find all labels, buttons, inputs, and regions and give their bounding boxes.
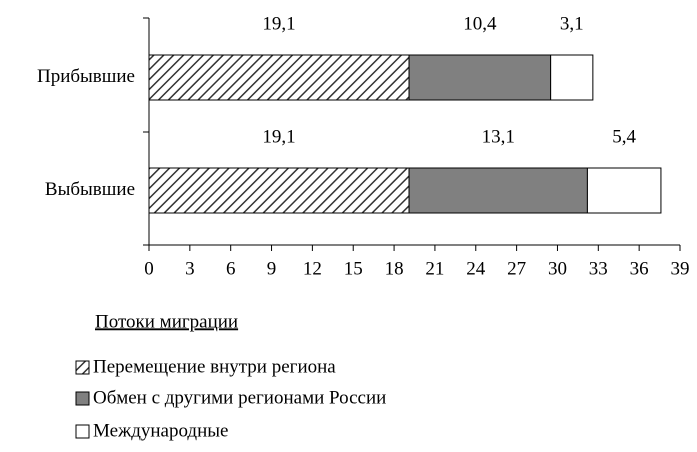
bar-segment [148, 54, 410, 101]
legend-title: Потоки миграции [95, 311, 238, 332]
value-label: 19,1 [262, 126, 295, 147]
value-label: 3,1 [560, 13, 584, 34]
x-tick-label: 21 [425, 258, 444, 279]
bar-segment [408, 54, 552, 101]
legend-label: Обмен с другими регионами России [93, 387, 386, 408]
x-tick-label: 27 [507, 258, 526, 279]
x-tick-label: 15 [344, 258, 363, 279]
legend-label: Перемещение внутри региона [93, 356, 336, 377]
x-tick-label: 30 [548, 258, 567, 279]
x-tick-label: 6 [226, 258, 236, 279]
x-tick-label: 39 [671, 258, 690, 279]
value-label: 19,1 [262, 13, 295, 34]
x-tick-label: 3 [185, 258, 195, 279]
legend-swatch [75, 391, 90, 406]
x-tick-label: 12 [303, 258, 322, 279]
x-tick-label: 33 [589, 258, 608, 279]
legend-label: Международные [93, 420, 228, 441]
x-tick-label: 24 [466, 258, 486, 279]
bar-segment [586, 167, 662, 214]
bar-segment [550, 54, 594, 101]
bar-segment [148, 167, 410, 214]
x-tick-label: 0 [144, 258, 154, 279]
category-label: Прибывшие [37, 66, 135, 87]
x-tick-label: 36 [630, 258, 649, 279]
x-tick-label: 18 [385, 258, 404, 279]
legend-swatch [75, 360, 90, 375]
value-label: 13,1 [482, 126, 515, 147]
value-label: 10,4 [463, 13, 497, 34]
legend-swatch [75, 424, 90, 439]
category-label: Выбывшие [45, 179, 135, 200]
value-label: 5,4 [612, 126, 636, 147]
x-tick-label: 9 [267, 258, 277, 279]
bar-segment [408, 167, 588, 214]
